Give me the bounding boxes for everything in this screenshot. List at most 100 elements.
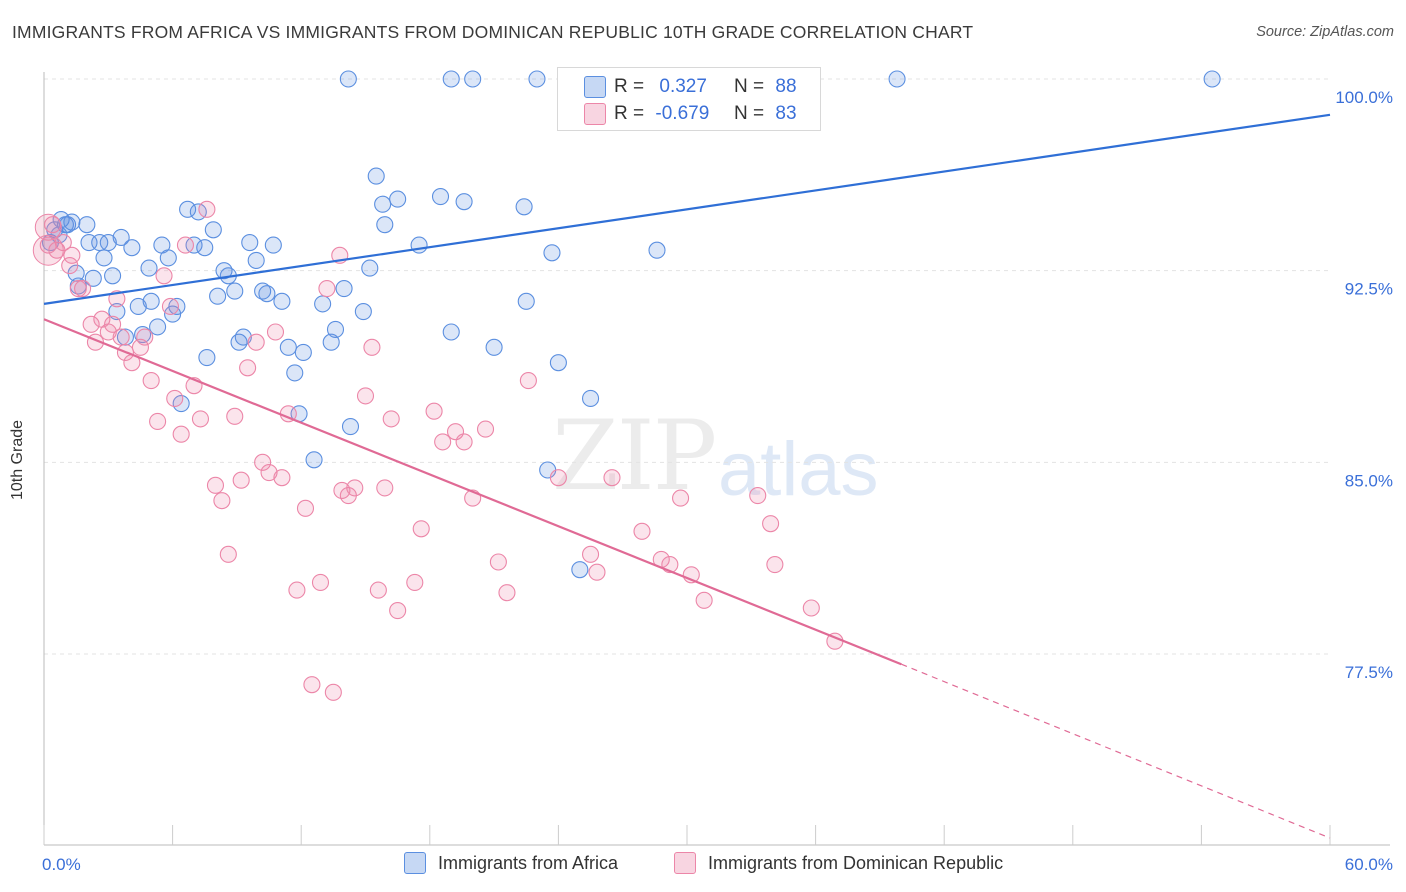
dominican-point bbox=[389, 602, 407, 620]
dominican-point bbox=[346, 479, 364, 497]
africa-point bbox=[116, 328, 134, 346]
dominican-point bbox=[191, 410, 210, 428]
africa-point bbox=[104, 267, 122, 285]
dominican-point bbox=[363, 338, 381, 356]
dominican-point bbox=[112, 328, 130, 346]
africa-point bbox=[123, 239, 141, 257]
africa-point bbox=[410, 236, 428, 254]
dominican-point bbox=[206, 476, 225, 494]
africa-point bbox=[159, 249, 177, 267]
africa-point bbox=[99, 234, 117, 252]
dominican-point bbox=[434, 433, 452, 451]
dominican-legend-swatch bbox=[674, 852, 696, 874]
r-value: -0.679 bbox=[655, 103, 710, 124]
dominican-point bbox=[356, 387, 375, 405]
africa-point bbox=[341, 418, 360, 436]
dominican-point bbox=[69, 280, 87, 298]
dominican-trend-extension bbox=[901, 663, 1331, 839]
africa-point bbox=[63, 213, 81, 231]
dominican-point bbox=[406, 573, 424, 591]
africa-point bbox=[442, 70, 460, 88]
dominican-point bbox=[303, 676, 321, 694]
dominican-point bbox=[131, 338, 149, 356]
r-label: R = bbox=[614, 103, 645, 124]
legend-item-dominican[interactable]: Immigrants from Dominican Republic bbox=[674, 852, 1003, 874]
correlation-legend: R = 0.327 N = 88 R = -0.679 N = 83 bbox=[557, 67, 821, 131]
africa-point bbox=[185, 236, 203, 254]
africa-point bbox=[571, 561, 589, 579]
dominican-point bbox=[603, 469, 621, 487]
africa-point bbox=[442, 323, 460, 341]
africa-point bbox=[286, 364, 304, 382]
r-label: R = bbox=[614, 76, 645, 97]
y-tick-label: 77.5% bbox=[1345, 663, 1393, 682]
dominican-point bbox=[61, 257, 79, 275]
africa-point bbox=[322, 333, 340, 351]
dominican-point bbox=[176, 236, 195, 254]
africa-point bbox=[314, 295, 332, 313]
dominican-point bbox=[318, 280, 336, 298]
dominican-point bbox=[226, 407, 244, 425]
africa-point bbox=[354, 303, 372, 321]
dominican-point bbox=[142, 372, 160, 390]
africa-point bbox=[464, 70, 482, 88]
dominican-point bbox=[82, 315, 100, 333]
africa-point bbox=[226, 282, 244, 300]
dominican-point bbox=[476, 420, 495, 438]
legend-r-dominican: R = -0.679 bbox=[614, 103, 709, 125]
dominican-point bbox=[239, 359, 257, 377]
africa-point bbox=[294, 343, 312, 361]
africa-point bbox=[129, 297, 147, 315]
dominican-point bbox=[260, 464, 278, 482]
legend-label-africa: Immigrants from Africa bbox=[438, 852, 619, 873]
africa-point bbox=[326, 320, 345, 338]
dominican-point bbox=[455, 433, 473, 451]
dominican-point bbox=[63, 246, 81, 264]
dominican-point bbox=[166, 389, 184, 407]
dominican-point bbox=[219, 545, 237, 563]
dominican-point bbox=[369, 581, 387, 599]
legend-item-africa[interactable]: Immigrants from Africa bbox=[404, 852, 618, 874]
africa-point bbox=[1203, 70, 1221, 88]
x-tick-label: 60.0% bbox=[1345, 855, 1393, 874]
dominican-point bbox=[247, 333, 265, 351]
n-label: N = bbox=[734, 76, 765, 97]
dominican-point bbox=[104, 315, 122, 333]
africa-swatch bbox=[584, 76, 606, 98]
legend-n-africa: N = 88 bbox=[734, 76, 797, 98]
legend-n-dominican: N = 83 bbox=[734, 103, 797, 125]
africa-point bbox=[888, 70, 906, 88]
africa-point bbox=[168, 297, 186, 315]
dominican-point bbox=[672, 489, 690, 507]
dominican-point bbox=[172, 425, 190, 443]
dominican-point bbox=[136, 328, 154, 346]
africa-point bbox=[367, 167, 385, 185]
africa-point bbox=[581, 389, 600, 407]
dominican-point bbox=[519, 372, 537, 390]
dominican-swatch bbox=[584, 103, 606, 125]
y-tick-label: 85.0% bbox=[1345, 471, 1393, 490]
dominican-point bbox=[155, 267, 173, 285]
dominican-point bbox=[762, 515, 780, 533]
africa-point bbox=[305, 451, 323, 469]
y-tick-label: 92.5% bbox=[1345, 280, 1393, 299]
dominican-point bbox=[149, 412, 167, 430]
africa-point bbox=[134, 326, 152, 344]
africa-point bbox=[549, 354, 567, 372]
chart-title: IMMIGRANTS FROM AFRICA VS IMMIGRANTS FRO… bbox=[12, 22, 974, 42]
dominican-trend-line bbox=[43, 318, 902, 666]
africa-point bbox=[234, 328, 252, 346]
dominican-point bbox=[766, 556, 784, 574]
dominican-point bbox=[311, 573, 330, 591]
africa-point bbox=[95, 249, 113, 267]
africa-point bbox=[485, 338, 503, 356]
dominican-point bbox=[254, 453, 272, 471]
africa-point bbox=[528, 70, 546, 88]
africa-point bbox=[376, 216, 394, 234]
y-tick-label: 100.0% bbox=[1335, 88, 1393, 107]
dominican-point bbox=[32, 234, 64, 266]
source-label: Source: ZipAtlas.com bbox=[1256, 24, 1394, 40]
africa-point bbox=[335, 280, 353, 298]
africa-point bbox=[84, 269, 102, 287]
